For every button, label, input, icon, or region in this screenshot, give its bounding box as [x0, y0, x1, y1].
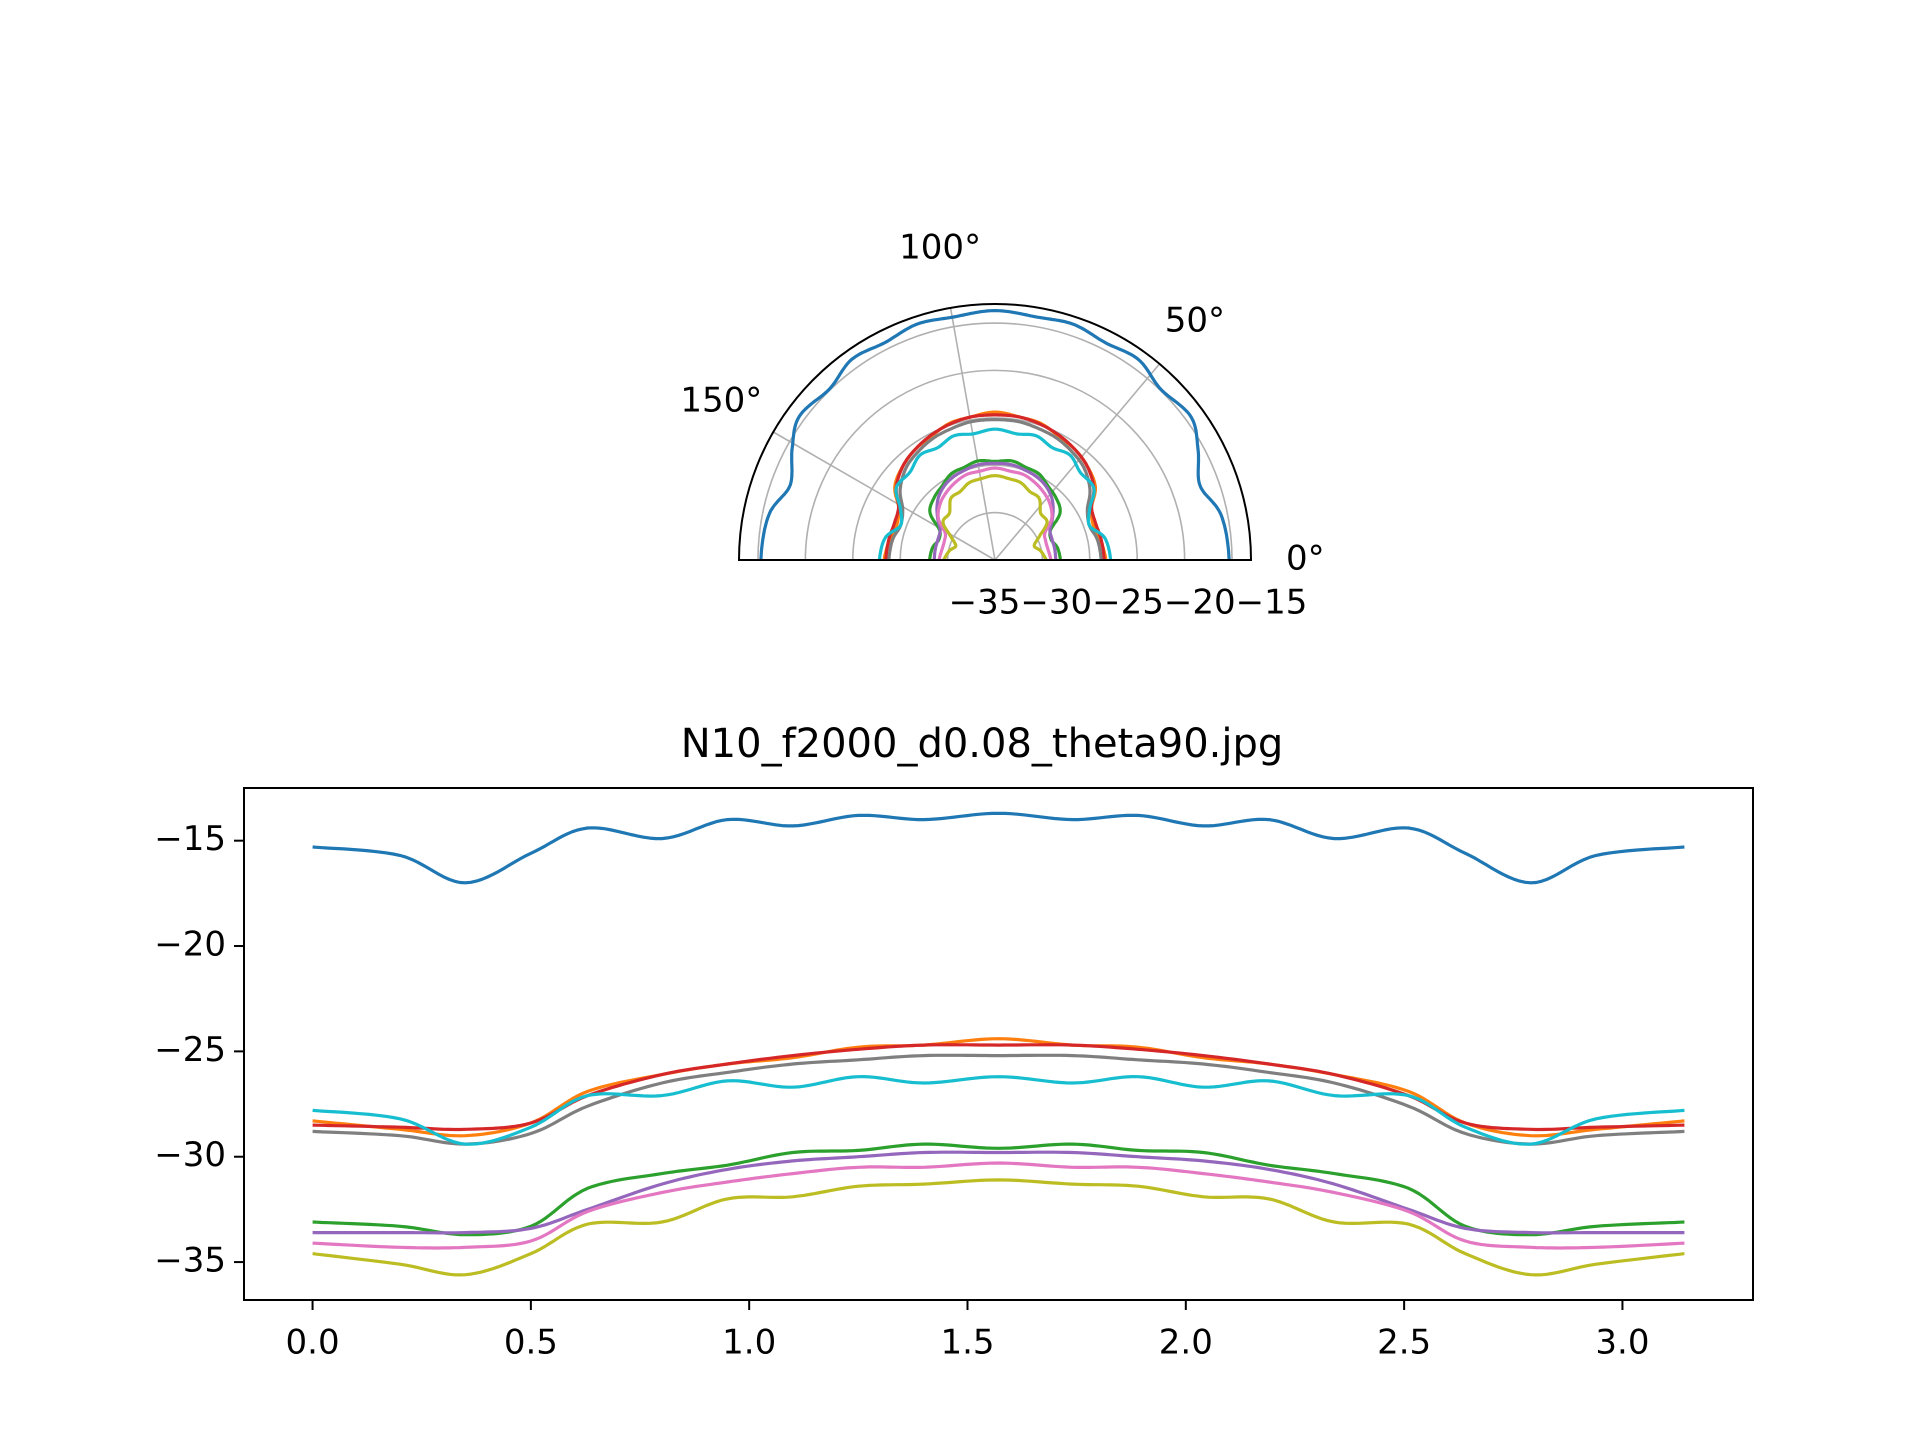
series-line-5	[312, 1150, 1685, 1235]
series-line-2	[312, 1037, 1685, 1138]
polar-series-line-5	[932, 461, 1058, 561]
polar-frame	[737, 303, 1253, 561]
x-tick-label: 0.5	[504, 1323, 558, 1363]
cartesian-series-lines	[312, 811, 1685, 1277]
y-tick-label: −30	[154, 1135, 226, 1175]
polar-series-line-7	[887, 418, 1103, 561]
polar-grid-circle	[757, 322, 1233, 561]
polar-theta-tick-0: 0°	[1286, 539, 1325, 579]
x-tick-label: 1.0	[722, 1323, 776, 1363]
series-line-3	[312, 1142, 1685, 1237]
x-tick-label: 2.0	[1159, 1323, 1213, 1363]
polar-series-line-1	[759, 309, 1231, 561]
polar-series-line-6	[936, 466, 1054, 562]
polar-grid-circle	[804, 369, 1186, 561]
polar-theta-tick-100: 100°	[899, 227, 981, 267]
series-line-1	[312, 811, 1685, 885]
chart-title: N10_f2000_d0.08_theta90.jpg	[681, 721, 1284, 767]
x-tick-label: 1.5	[940, 1323, 994, 1363]
x-tick-label: 2.5	[1377, 1323, 1431, 1363]
polar-grid-circle	[899, 465, 1091, 561]
polar-panel: 0° 50° 100° 150° −35−30−25−20−15	[680, 227, 1324, 622]
x-axis-ticks: 0.0 0.5 1.0 1.5 2.0 2.5 3.0	[286, 1300, 1649, 1363]
y-axis-ticks: −15 −20 −25 −30 −35	[154, 819, 244, 1281]
y-tick-label: −25	[154, 1030, 226, 1070]
polar-grid-spoke	[772, 431, 996, 561]
series-line-6	[312, 1161, 1685, 1250]
polar-theta-tick-150: 150°	[680, 381, 762, 421]
polar-series-line-3	[928, 459, 1062, 561]
polar-series-line-9	[877, 427, 1113, 561]
x-tick-label: 3.0	[1595, 1323, 1649, 1363]
y-tick-label: −15	[154, 819, 226, 859]
polar-series-lines	[759, 309, 1231, 562]
plot-frame	[243, 787, 1754, 1301]
polar-grid-spoke	[994, 363, 1161, 561]
y-tick-label: −35	[154, 1241, 226, 1281]
x-tick-label: 0.0	[286, 1323, 340, 1363]
y-tick-label: −20	[154, 925, 226, 965]
polar-theta-tick-50: 50°	[1165, 300, 1225, 340]
polar-series-line-8	[941, 474, 1049, 562]
cartesian-panel: N10_f2000_d0.08_theta90.jpg 0.0 0.5 1.0 1.5…	[154, 721, 1754, 1363]
series-line-7	[312, 1053, 1685, 1146]
series-line-8	[312, 1178, 1685, 1277]
polar-r-tick-labels: −35−30−25−20−15	[949, 583, 1308, 623]
series-line-9	[312, 1075, 1685, 1146]
